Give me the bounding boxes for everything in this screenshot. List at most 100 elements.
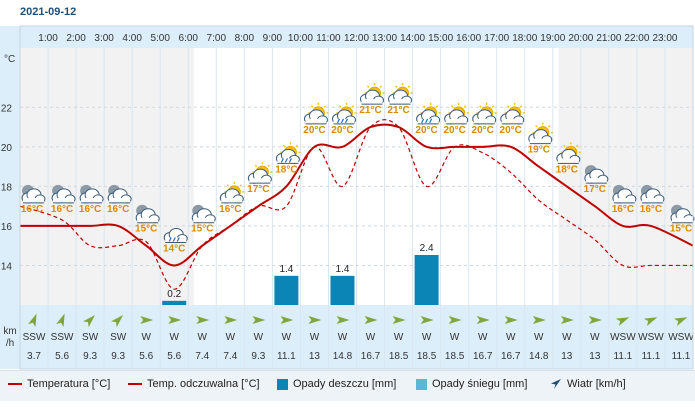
wind-arrow-shape xyxy=(643,317,658,327)
temperature-label: 20°C xyxy=(303,125,325,136)
wind-speed-label: 14.8 xyxy=(333,351,353,362)
wind-speed-label: 9.3 xyxy=(83,351,97,362)
rain-bar xyxy=(274,275,299,305)
wind-arrow-icon xyxy=(615,317,630,327)
rain-drop-icon xyxy=(425,118,429,124)
wind-direction-label: WSW xyxy=(668,332,694,343)
wind-speed-label: 18.5 xyxy=(389,351,409,362)
hour-label: 22:00 xyxy=(624,33,649,44)
cloud-night-icon xyxy=(51,184,76,204)
cloud-night-icon xyxy=(21,184,46,204)
wind-direction-label: SSW xyxy=(23,332,46,343)
hour-label: 16:00 xyxy=(456,33,481,44)
temperature-label: 16°C xyxy=(219,204,241,215)
wind-arrow-shape xyxy=(168,316,182,324)
wind-direction-label: SW xyxy=(110,332,127,343)
wind-speed-label: 16.7 xyxy=(501,351,521,362)
wind-arrow-shape xyxy=(476,316,490,324)
rain-cloud-sun-icon xyxy=(416,102,441,125)
wind-speed-label: 11.1 xyxy=(672,351,691,362)
rain-drop-icon xyxy=(280,158,284,163)
rain-drop-icon xyxy=(172,237,176,242)
temperature-line xyxy=(19,123,694,267)
legend-temperature: Temperatura [°C] xyxy=(8,378,110,390)
temperature-label: 20°C xyxy=(415,125,437,136)
chart-frame xyxy=(19,25,694,370)
snow-swatch xyxy=(416,378,427,390)
temperature-label: 20°C xyxy=(500,125,522,136)
sun-ray-icon xyxy=(535,125,538,128)
wind-arrow-shape xyxy=(532,316,546,324)
wind-arrow-shape xyxy=(560,316,574,324)
wind-speed-label: 13 xyxy=(589,351,601,362)
hour-header xyxy=(20,26,693,48)
wind-speed-label: 5.6 xyxy=(139,351,153,362)
sun-ray-icon xyxy=(491,105,495,108)
cloud-icon xyxy=(389,99,411,105)
wind-direction-label: W xyxy=(394,332,404,343)
y-tick-label: 18 xyxy=(1,182,13,193)
wind-direction-label: W xyxy=(422,332,432,343)
wind-speed-label: 11.1 xyxy=(614,351,633,362)
wind-arrow-icon xyxy=(28,313,37,328)
legend-snow-label: Opady śniegu [mm] xyxy=(432,378,528,390)
wind-speed-label: 9.3 xyxy=(111,351,125,362)
partly-sunny-icon xyxy=(556,142,581,164)
hour-label: 13:00 xyxy=(372,33,397,44)
sun-ray-icon xyxy=(479,105,482,108)
wind-direction-label: W xyxy=(534,332,544,343)
sun-ray-icon xyxy=(295,144,298,148)
cloud-icon xyxy=(109,197,131,203)
rain-value-label: 1.4 xyxy=(279,264,293,275)
cloud-icon xyxy=(473,118,495,124)
wind-arrow-icon xyxy=(643,317,658,327)
wind-direction-label: W xyxy=(170,332,180,343)
rain-bar xyxy=(330,275,355,305)
rain-bar xyxy=(414,255,439,305)
hour-label: 3:00 xyxy=(94,33,114,44)
rain-drop-icon xyxy=(429,118,433,124)
legend-wind-label: Wiatr [km/h] xyxy=(567,378,626,390)
hour-label: 20:00 xyxy=(568,33,593,44)
wind-direction-label: W xyxy=(254,332,264,343)
wind-arrow-shape xyxy=(252,316,266,324)
rain-value-label: 1.4 xyxy=(336,264,350,275)
wind-arrow-icon xyxy=(476,316,490,324)
wind-arrow-icon xyxy=(504,316,518,324)
wind-unit-label: /h xyxy=(6,338,14,349)
cloud-icon xyxy=(501,118,523,124)
wind-arrow-shape xyxy=(364,316,378,324)
hour-label: 10:00 xyxy=(288,33,313,44)
wind-arrow-icon xyxy=(168,316,182,324)
wind-arrow-icon xyxy=(420,316,434,324)
wind-direction-label: W xyxy=(198,332,208,343)
hour-label: 17:00 xyxy=(484,33,509,44)
wind-arrow-icon xyxy=(560,316,574,324)
legend-feels-like-label: Temp. odczuwalna [°C] xyxy=(147,378,260,390)
cloud-icon xyxy=(221,197,243,203)
temperature-label: 15°C xyxy=(670,224,692,235)
cloud-night-icon xyxy=(107,184,132,204)
sun-ray-icon xyxy=(407,85,411,88)
hour-label: 11:00 xyxy=(316,33,341,44)
cloud-icon xyxy=(641,197,663,203)
temperature-label: 17°C xyxy=(247,184,269,195)
sun-ray-icon xyxy=(351,105,355,108)
hour-label: 5:00 xyxy=(150,33,170,44)
cloud-icon xyxy=(585,178,607,184)
temperature-label: 21°C xyxy=(387,105,409,116)
hour-label: 8:00 xyxy=(235,33,255,44)
rain-value-label: 2.4 xyxy=(420,243,434,254)
hour-label: 19:00 xyxy=(540,33,565,44)
sun-ray-icon xyxy=(338,105,342,108)
wind-arrow-shape xyxy=(280,316,294,324)
rain-cloud-sun-icon xyxy=(331,102,357,125)
rain-drop-icon xyxy=(421,118,425,124)
y-tick-label: 16 xyxy=(1,222,13,233)
cloud-icon xyxy=(445,118,467,124)
rain-cloud-sun-icon xyxy=(275,142,301,164)
temperature-label: 16°C xyxy=(51,204,73,215)
wind-arrow-icon xyxy=(364,316,378,324)
cloud-icon xyxy=(333,118,355,124)
